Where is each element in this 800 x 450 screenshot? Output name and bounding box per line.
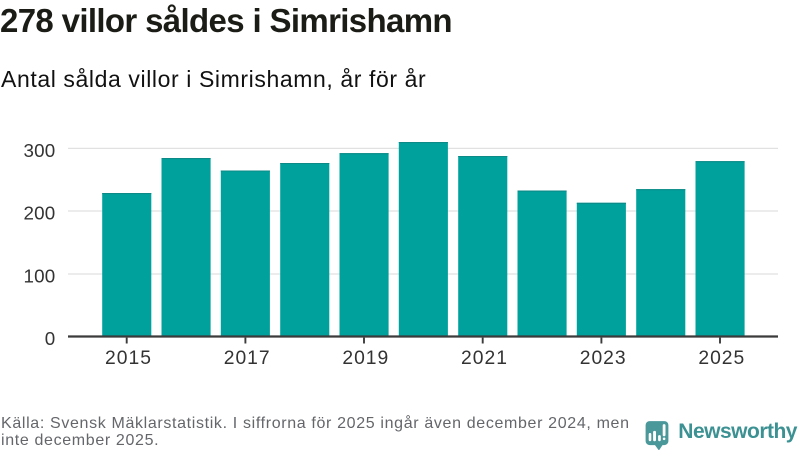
svg-text:2025: 2025 bbox=[698, 348, 745, 369]
svg-text:300: 300 bbox=[23, 140, 55, 161]
svg-text:2017: 2017 bbox=[224, 348, 271, 369]
svg-text:2023: 2023 bbox=[580, 348, 627, 369]
svg-text:2019: 2019 bbox=[342, 348, 389, 369]
svg-text:100: 100 bbox=[23, 265, 55, 286]
svg-text:2021: 2021 bbox=[461, 348, 508, 369]
svg-text:0: 0 bbox=[45, 328, 56, 349]
svg-text:2015: 2015 bbox=[105, 348, 152, 369]
svg-text:200: 200 bbox=[23, 203, 55, 224]
